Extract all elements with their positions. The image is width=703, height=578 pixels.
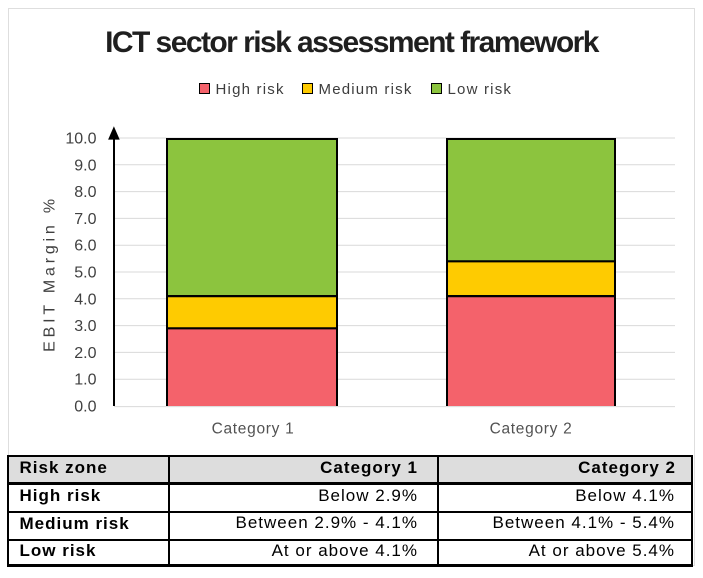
svg-text:3.0: 3.0 bbox=[74, 318, 96, 335]
svg-text:0.0: 0.0 bbox=[74, 399, 96, 416]
svg-text:EBIT Margin %: EBIT Margin % bbox=[42, 195, 59, 352]
svg-text:Category 1: Category 1 bbox=[212, 420, 295, 437]
svg-text:2.0: 2.0 bbox=[74, 345, 96, 362]
svg-text:6.0: 6.0 bbox=[74, 238, 96, 255]
svg-text:5.0: 5.0 bbox=[74, 265, 96, 282]
svg-text:8.0: 8.0 bbox=[74, 184, 96, 201]
svg-text:1.0: 1.0 bbox=[74, 372, 96, 389]
svg-text:7.0: 7.0 bbox=[74, 211, 96, 228]
svg-text:10.0: 10.0 bbox=[65, 131, 96, 148]
svg-text:9.0: 9.0 bbox=[74, 157, 96, 174]
svg-text:Category 2: Category 2 bbox=[490, 420, 573, 437]
svg-text:4.0: 4.0 bbox=[74, 291, 96, 308]
